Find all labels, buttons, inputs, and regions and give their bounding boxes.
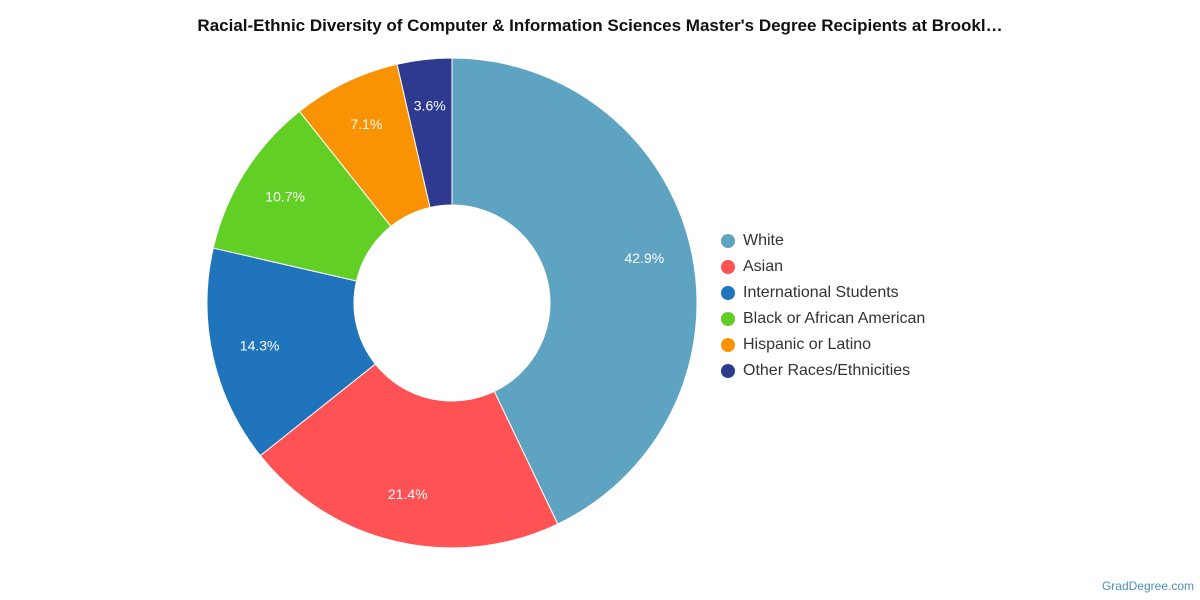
slice-black-or-african-american[interactable] bbox=[212, 110, 392, 282]
legend-label: Other Races/Ethnicities bbox=[743, 362, 911, 379]
legend-item[interactable]: Black or African American bbox=[721, 306, 925, 332]
legend-item[interactable]: Asian bbox=[721, 254, 925, 280]
slice-label: 3.6% bbox=[414, 98, 446, 114]
chart-title: Racial-Ethnic Diversity of Computer & In… bbox=[197, 16, 1003, 35]
legend: White Asian International Students Black or… bbox=[721, 228, 925, 384]
slice-international-students[interactable] bbox=[206, 247, 377, 457]
legend-item[interactable]: Other Races/Ethnicities bbox=[721, 358, 925, 384]
legend-item[interactable]: International Students bbox=[721, 280, 925, 306]
legend-swatch-icon bbox=[721, 312, 735, 326]
legend-item[interactable]: White bbox=[721, 228, 925, 254]
legend-swatch-icon bbox=[721, 260, 735, 274]
legend-label: Asian bbox=[743, 258, 784, 275]
credit-link[interactable]: GradDegree.com bbox=[1101, 579, 1194, 593]
legend-swatch-icon bbox=[721, 364, 735, 378]
legend-label: Hispanic or Latino bbox=[743, 336, 872, 353]
legend-swatch-icon bbox=[721, 286, 735, 300]
legend-label: International Students bbox=[743, 284, 899, 301]
slice-label: 10.7% bbox=[265, 189, 305, 205]
slice-label: 42.9% bbox=[624, 250, 664, 266]
slice-label: 7.1% bbox=[350, 116, 382, 132]
slice-white[interactable] bbox=[451, 57, 698, 525]
slice-label: 21.4% bbox=[388, 486, 428, 502]
slice-other-races-ethnicities[interactable] bbox=[396, 57, 453, 209]
slice-label: 14.3% bbox=[240, 337, 280, 353]
legend-swatch-icon bbox=[721, 234, 735, 248]
legend-swatch-icon bbox=[721, 338, 735, 352]
legend-item[interactable]: Hispanic or Latino bbox=[721, 332, 925, 358]
legend-label: Black or African American bbox=[743, 310, 926, 327]
legend-label: White bbox=[743, 232, 784, 249]
slice-asian[interactable] bbox=[259, 363, 559, 549]
